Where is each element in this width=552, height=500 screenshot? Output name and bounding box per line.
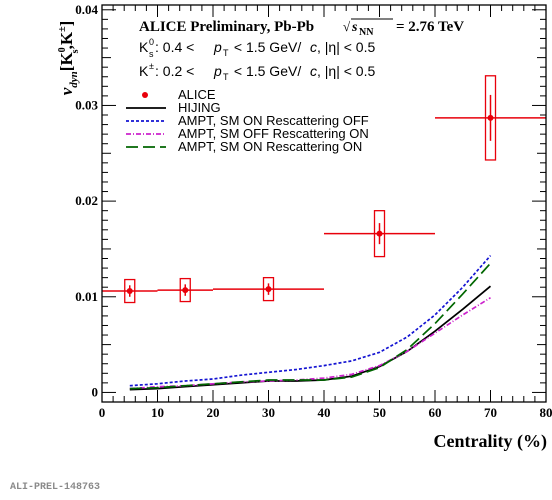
data-point bbox=[376, 230, 383, 237]
model-curve bbox=[129, 296, 491, 390]
sqrt-sign: √ bbox=[343, 19, 351, 34]
kpm-pt-sub: T bbox=[223, 72, 229, 82]
kpm-range-start: : 0.2 < bbox=[155, 63, 198, 79]
data-point bbox=[126, 288, 133, 295]
data-point bbox=[182, 287, 189, 294]
data-points bbox=[102, 75, 546, 304]
k0s-range-end: < 1.5 GeV/ bbox=[230, 39, 301, 55]
kpm-symbol: K bbox=[139, 63, 149, 79]
model-curve bbox=[129, 262, 492, 390]
x-tick-label: 40 bbox=[318, 405, 331, 420]
y-axis-label: νdyn[K0 s,K±] bbox=[57, 21, 81, 96]
k0s-sup: 0 bbox=[149, 37, 154, 47]
k0s-eta-cut: , |η| < 0.5 bbox=[317, 39, 375, 55]
data-point bbox=[265, 286, 272, 293]
y-tick-label: 0.02 bbox=[75, 193, 98, 208]
kpm-range-end: < 1.5 GeV/ bbox=[230, 63, 301, 79]
sys-error-box bbox=[179, 277, 191, 303]
x-tick-label: 50 bbox=[373, 405, 386, 420]
x-tick-label: 80 bbox=[540, 405, 552, 420]
kpm-p: p bbox=[213, 63, 222, 79]
k0s-sub: s bbox=[149, 49, 154, 59]
energy-s: s bbox=[351, 20, 358, 35]
k0s-p: p bbox=[213, 39, 222, 55]
ylabel-k0-sup: 0 bbox=[57, 47, 68, 52]
ylabel-nu: ν bbox=[57, 87, 76, 95]
x-tick-label: 70 bbox=[484, 405, 497, 420]
kpm-eta-cut: , |η| < 0.5 bbox=[317, 63, 375, 79]
ylabel-bracket-close: ] bbox=[57, 21, 76, 27]
k0s-c: c bbox=[310, 39, 317, 55]
selection-k0s: K 0 s : 0.4 < p T < 1.5 GeV/ c , |η| < 0… bbox=[139, 37, 375, 59]
svg-text:νdyn[K0s,K±]: νdyn[K0 s,K±] bbox=[57, 21, 81, 96]
kpm-sup: ± bbox=[149, 61, 154, 71]
sys-error-box bbox=[262, 276, 275, 302]
k0s-range-start: : 0.4 < bbox=[155, 39, 198, 55]
legend-label: AMPT, SM ON Rescattering OFF bbox=[178, 113, 369, 128]
energy-value: = 2.76 TeV bbox=[396, 19, 464, 35]
x-axis-label: Centrality (%) bbox=[434, 431, 547, 452]
ylabel-dyn-sub: dyn bbox=[68, 71, 80, 88]
selection-kpm: K ± : 0.2 < p T < 1.5 GeV/ c , |η| < 0.5 bbox=[139, 61, 375, 82]
x-tick-label: 60 bbox=[429, 405, 442, 420]
x-tick-label: 30 bbox=[262, 405, 275, 420]
data-point bbox=[487, 114, 494, 121]
y-tick-label: 0 bbox=[92, 384, 99, 399]
kpm-c: c bbox=[310, 63, 317, 79]
legend-label: ALICE bbox=[178, 87, 216, 102]
sys-error-box bbox=[373, 210, 386, 258]
sys-error-box bbox=[484, 75, 497, 161]
legend-label: AMPT, SM ON Rescattering ON bbox=[178, 139, 362, 154]
model-curves bbox=[129, 255, 492, 391]
legend-label: AMPT, SM OFF Rescattering ON bbox=[178, 126, 369, 141]
model-curve bbox=[129, 255, 492, 387]
legend-marker bbox=[142, 92, 148, 98]
x-tick-label: 10 bbox=[151, 405, 164, 420]
sys-error-box bbox=[124, 278, 136, 304]
y-tick-label: 0.01 bbox=[75, 289, 98, 304]
figure-id: ALI-PREL-148763 bbox=[10, 482, 100, 493]
k0s-symbol: K bbox=[139, 39, 149, 55]
ylabel-pm-sup: ± bbox=[57, 26, 68, 32]
legend-label: HIJING bbox=[178, 100, 221, 115]
y-tick-label: 0.04 bbox=[75, 2, 98, 17]
k0s-pt-sub: T bbox=[223, 48, 229, 58]
chart-title: ALICE Preliminary, Pb-Pb bbox=[139, 19, 314, 35]
ylabel-sep: ,K bbox=[57, 31, 76, 49]
y-tick-label: 0.03 bbox=[75, 97, 98, 112]
x-tick-label: 0 bbox=[99, 405, 106, 420]
ylabel-k0-sub: s bbox=[70, 49, 81, 53]
ylabel-bracket-open: [K bbox=[57, 52, 76, 72]
x-tick-label: 20 bbox=[207, 405, 220, 420]
energy-nn-subscript: NN bbox=[359, 27, 374, 38]
axis-ticks: 0 10 20 30 40 50 60 70 80 0 0.01 0.02 0.03 0.04 bbox=[75, 2, 552, 420]
title-block: ALICE Preliminary, Pb-Pb √ s NN = 2.76 T… bbox=[139, 18, 464, 38]
